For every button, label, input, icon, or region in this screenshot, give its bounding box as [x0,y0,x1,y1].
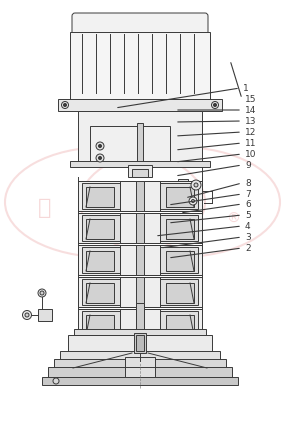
Bar [166,251,194,271]
Bar [38,309,52,321]
Circle shape [98,157,101,160]
Circle shape [22,311,32,320]
Bar [136,303,144,341]
Bar [132,169,148,177]
Bar [134,333,146,353]
Text: 泵: 泵 [185,192,195,210]
Bar [60,351,220,361]
Text: 4: 4 [245,221,250,231]
Text: 13: 13 [245,117,256,125]
Bar [160,183,198,209]
Bar [82,279,120,305]
Bar [137,123,143,163]
Bar [166,283,194,303]
Bar [86,315,114,335]
Circle shape [96,154,104,162]
FancyBboxPatch shape [72,13,208,35]
Bar [70,161,210,167]
Bar [82,215,120,241]
Text: 6: 6 [245,200,251,208]
Bar [136,213,144,243]
Bar [128,165,152,177]
Text: 海: 海 [38,198,51,218]
Circle shape [38,289,46,297]
Bar [90,126,170,163]
Bar [48,367,232,377]
Circle shape [96,142,104,150]
Text: 5: 5 [245,210,251,219]
Text: 10: 10 [245,149,256,158]
Bar [74,329,206,335]
Text: 2: 2 [245,243,250,253]
Bar [86,251,114,271]
Bar [70,32,210,101]
Bar [166,187,194,207]
Bar [78,111,202,163]
Bar [86,283,114,303]
Bar [178,196,188,207]
Bar [78,213,202,243]
Circle shape [25,313,29,317]
Text: ®: ® [226,212,240,226]
Bar [160,247,198,273]
Bar [82,183,120,209]
Bar [78,277,202,307]
Circle shape [191,200,194,203]
Text: 1: 1 [243,83,249,93]
Circle shape [53,378,59,384]
Circle shape [191,180,201,190]
Bar [78,309,202,339]
Bar [160,215,198,241]
Bar [86,187,114,207]
Circle shape [194,183,198,187]
Bar [160,279,198,305]
Bar [78,181,202,211]
Circle shape [64,104,67,107]
Bar [54,359,226,369]
Bar [166,315,194,335]
Bar [68,335,212,353]
Bar [58,99,222,111]
Circle shape [212,101,218,109]
Circle shape [40,291,44,295]
Bar [42,377,238,385]
Bar [178,179,188,193]
Bar [125,357,155,377]
Text: 15: 15 [245,94,256,104]
Text: 8: 8 [245,179,251,187]
Bar [136,181,144,211]
Bar [136,335,144,351]
Bar [82,247,120,273]
Bar [82,311,120,337]
Text: 12: 12 [245,128,256,136]
Circle shape [61,101,68,109]
Text: 7: 7 [245,189,251,198]
Bar [78,245,202,275]
Bar [160,311,198,337]
Bar [136,277,144,307]
Bar [166,219,194,239]
Circle shape [214,104,217,107]
Bar [136,309,144,339]
Text: 11: 11 [245,139,256,147]
Circle shape [189,197,197,205]
Circle shape [98,144,101,147]
Text: 水: 水 [105,195,113,209]
Text: 9: 9 [245,160,251,170]
Text: 14: 14 [245,106,256,115]
Bar [86,219,114,239]
Text: 3: 3 [245,232,251,242]
Bar [136,245,144,275]
